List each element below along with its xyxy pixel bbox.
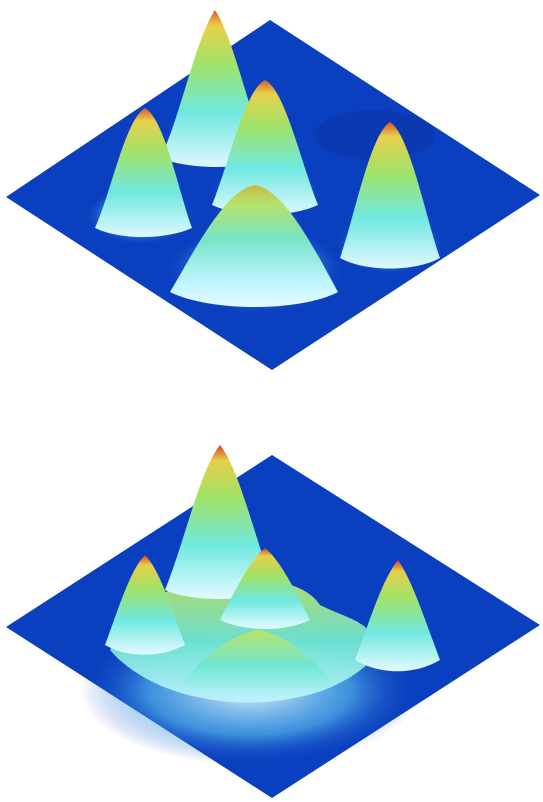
peak-front	[180, 630, 335, 700]
peak-left	[95, 108, 192, 237]
peak-front	[170, 185, 338, 307]
surface-plot-top-svg	[6, 10, 540, 370]
peak-middle	[220, 548, 310, 629]
surface-plot-top	[0, 0, 543, 380]
surface-plot-bottom-svg	[6, 445, 540, 798]
peak-right	[355, 560, 440, 672]
peak-middle	[212, 80, 318, 215]
peak-back	[165, 445, 275, 599]
surface-plot-bottom	[0, 420, 543, 802]
peak-left	[105, 555, 185, 655]
peak-right	[340, 122, 440, 269]
